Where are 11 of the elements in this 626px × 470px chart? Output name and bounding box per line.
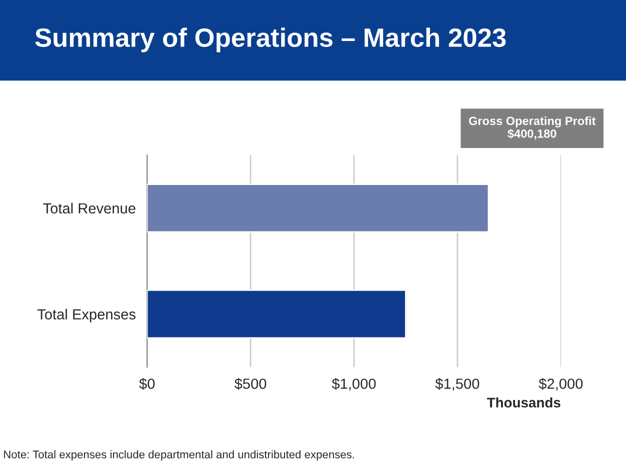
x-tick-label: $500	[234, 378, 266, 390]
x-tick-label: $0	[139, 378, 155, 390]
x-axis-title: Thousands	[486, 397, 560, 408]
x-tick-label: $2,000	[538, 378, 583, 391]
chart-title: Summary of Operations – March 2023	[35, 28, 506, 52]
x-tick-label: $1,000	[332, 378, 376, 391]
y-tick-label: Total Expenses	[37, 308, 136, 322]
y-tick-label: Total Revenue	[43, 202, 136, 214]
text: Note: Total expenses include departmental and undistributed expenses.	[4, 450, 354, 461]
x-tick-label: $1,500	[435, 378, 480, 391]
text: Gross Operating Profit $400,180	[468, 116, 596, 140]
